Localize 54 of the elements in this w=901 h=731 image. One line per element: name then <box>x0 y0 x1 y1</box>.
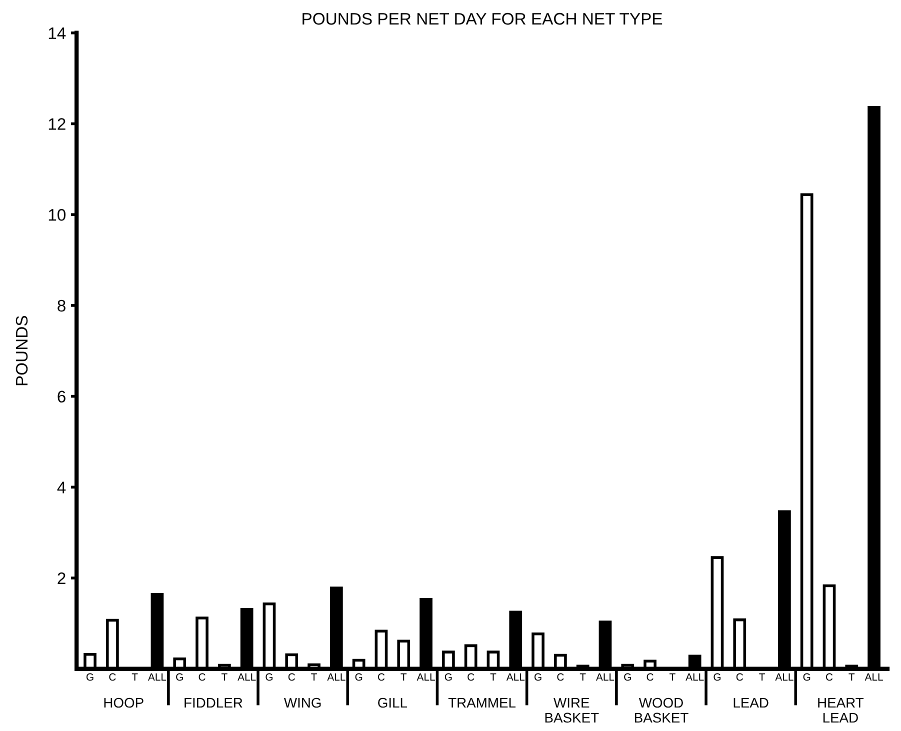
x-tick-label: C <box>736 673 744 681</box>
x-tick-label: C <box>378 673 385 681</box>
x-tick-label: T <box>311 673 317 681</box>
text: WOOD BASKET <box>634 698 688 723</box>
y-tick-label: 4 <box>57 482 66 494</box>
x-tick-label: C <box>826 673 833 681</box>
text: TRAMMEL <box>448 698 516 708</box>
y-tick-label: 8 <box>58 300 66 312</box>
text: WIRE BASKET <box>545 698 599 723</box>
x-tick-label: T <box>669 673 676 681</box>
x-tick-label: C <box>109 673 116 681</box>
x-tick-label: G <box>266 673 273 681</box>
x-tick-label: T <box>132 673 138 681</box>
x-tick-label: C <box>288 673 295 681</box>
x-tick-label: ALL <box>775 673 794 681</box>
y-axis-title: POUNDS <box>16 316 28 386</box>
x-tick-label: G <box>355 673 362 681</box>
x-tick-label: ALL <box>416 673 435 681</box>
x-tick-label: C <box>557 673 564 681</box>
x-tick-label: ALL <box>506 673 525 681</box>
x-tick-label: ALL <box>686 673 704 681</box>
x-tick-label: T <box>490 673 496 681</box>
x-tick-label: ALL <box>864 673 883 681</box>
x-tick-label: G <box>444 673 452 681</box>
x-tick-label: G <box>176 673 183 681</box>
x-tick-label: C <box>468 673 474 681</box>
text: FIDDLER <box>184 698 242 708</box>
y-tick-label: 14 <box>48 27 66 39</box>
x-tick-label: T <box>759 673 765 681</box>
y-tick-label: 6 <box>58 390 66 403</box>
x-tick-label: T <box>848 673 855 681</box>
text: LEAD <box>734 698 768 708</box>
x-tick-label: T <box>580 673 586 681</box>
x-tick-label: C <box>646 673 654 681</box>
x-tick-label: G <box>534 673 542 681</box>
x-tick-label: ALL <box>148 673 166 681</box>
y-tick-label: 2 <box>58 572 66 584</box>
text: GILL <box>378 698 408 708</box>
x-tick-label: ALL <box>238 673 256 681</box>
chart-title: POUNDS PER NET DAY FOR EACH NET TYPE <box>302 12 662 25</box>
text: HOOP <box>104 698 144 708</box>
x-tick-label: T <box>221 673 228 681</box>
text: HEART LEAD <box>818 698 864 723</box>
text: WING <box>284 698 321 708</box>
x-tick-label: ALL <box>327 673 346 681</box>
x-tick-label: T <box>400 673 407 681</box>
x-tick-label: G <box>86 673 94 681</box>
y-tick-label: 12 <box>48 118 66 130</box>
x-tick-label: ALL <box>596 673 614 681</box>
x-tick-label: G <box>714 673 721 681</box>
x-tick-label: G <box>803 673 810 681</box>
x-tick-label: C <box>198 673 206 681</box>
y-tick-label: 10 <box>48 209 66 221</box>
x-tick-label: G <box>624 673 631 681</box>
